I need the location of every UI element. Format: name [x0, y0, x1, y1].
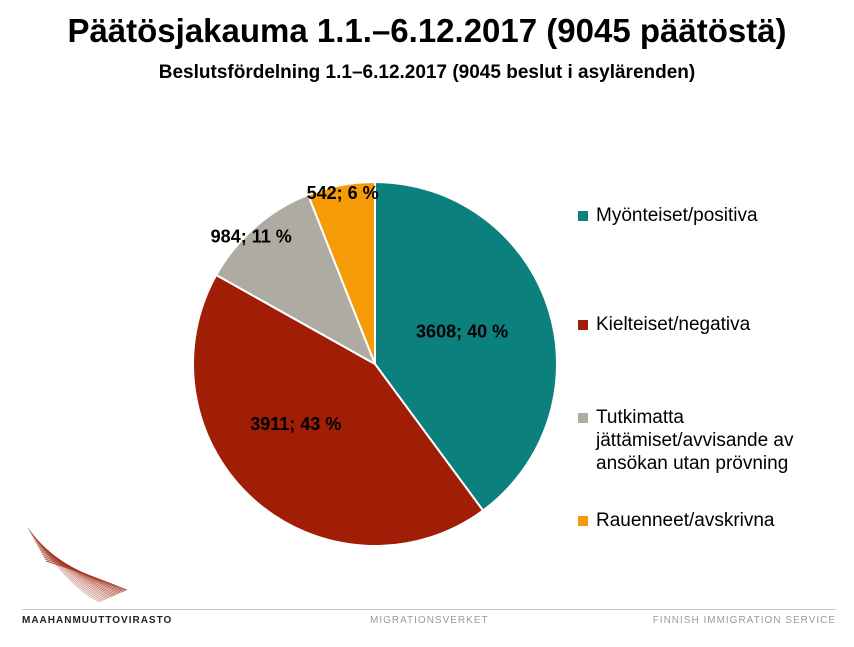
legend-item-positive: Myönteiset/positiva — [578, 204, 836, 227]
legend-label-expired: Rauenneet/avskrivna — [596, 510, 775, 531]
logo-stroke — [30, 532, 104, 601]
logo-stroke — [33, 538, 110, 599]
legend-label-positive: Myönteiset/positiva — [596, 205, 758, 226]
logo-stroke — [34, 540, 111, 598]
logo-stroke — [38, 547, 117, 596]
footer-divider — [22, 609, 836, 610]
pie-slice-expired — [306, 180, 376, 365]
agency-logo-icon — [27, 527, 128, 603]
legend-item-dismissed: Tutkimatta jättämiset/avvisande av ansök… — [578, 406, 836, 475]
logo-stroke — [40, 551, 120, 594]
logo-stroke — [37, 545, 115, 597]
pie-slices — [192, 180, 558, 547]
pie-slice-negative — [192, 273, 485, 547]
footer-agency-sv: MIGRATIONSVERKET — [370, 615, 489, 626]
logo-stroke — [31, 534, 106, 601]
pie-label-positive: 3608; 40 % — [416, 321, 508, 341]
logo-stroke — [36, 542, 113, 597]
page-subtitle: Beslutsfördelning 1.1–6.12.2017 (9045 be… — [158, 62, 696, 83]
legend-item-negative: Kielteiset/negativa — [578, 313, 836, 336]
pie-labels: 3608; 40 % 3911; 43 % 984; 11 % 542; 6 % — [211, 183, 508, 434]
logo-stroke — [28, 529, 102, 602]
pie-slice-dismissed — [214, 193, 377, 367]
legend-label-negative: Kielteiset/negativa — [596, 314, 751, 335]
logo-stroke — [45, 560, 128, 591]
legend-item-expired: Rauenneet/avskrivna — [578, 509, 836, 532]
pie-slice-positive — [374, 180, 558, 512]
legend-swatch-negative — [578, 320, 588, 330]
footer-agency-fi: MAAHANMUUTTOVIRASTO — [22, 615, 173, 626]
logo-stroke — [42, 553, 122, 593]
pie-label-negative: 3911; 43 % — [250, 414, 341, 434]
footer-agency-en: FINNISH IMMIGRATION SERVICE — [652, 615, 836, 626]
page-title: Päätösjakauma 1.1.–6.12.2017 (9045 päätö… — [67, 12, 787, 49]
pie-label-expired: 542; 6 % — [307, 183, 379, 203]
logo-stroke — [27, 527, 101, 603]
pie-label-dismissed: 984; 11 % — [211, 227, 292, 247]
logo-stroke — [39, 549, 119, 595]
legend-swatch-positive — [578, 211, 588, 221]
legend-swatch-expired — [578, 516, 588, 526]
legend-swatch-dismissed — [578, 413, 588, 423]
legend-label-dismissed: Tutkimatta jättämiset/avvisande av ansök… — [596, 407, 794, 474]
